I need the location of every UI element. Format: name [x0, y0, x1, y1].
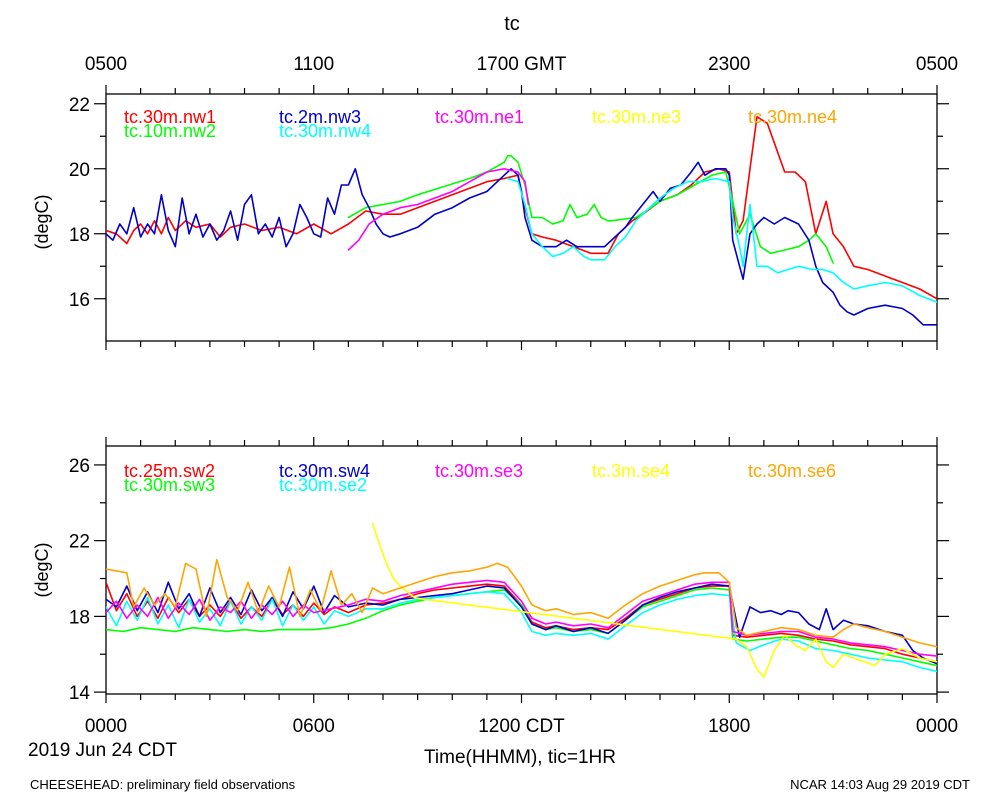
top-y-axis-label: (degC)	[32, 194, 52, 249]
y-tick-label: 14	[69, 683, 91, 704]
footer-left: CHEESEHEAD: preliminary field observatio…	[30, 777, 296, 792]
y-tick-label: 22	[69, 532, 90, 553]
y-tick-label: 18	[69, 607, 90, 628]
x-tick-label: 0600	[293, 716, 335, 737]
top-panel: 16 18 20 22 0500 1100 1700 GMT 2300 0500 tc.30m.n…	[69, 54, 958, 350]
legend-entry: tc.30m.ne3	[592, 107, 681, 127]
series-line-tc-30m-ne1	[347, 168, 530, 251]
y-tick-label: 18	[69, 225, 90, 246]
legend-entry: tc.30m.ne4	[748, 107, 837, 127]
chart-title: tc	[504, 13, 520, 35]
legend-entry: tc.30m.se3	[435, 461, 523, 481]
legend-entry: tc.10m.nw2	[124, 121, 216, 141]
y-tick-label: 20	[69, 160, 90, 181]
bottom-panel: 14 18 22 26 0000 0600 1200 CDT 1800 0000 tc.25m.s…	[69, 437, 958, 737]
legend-entry: tc.30m.ne1	[435, 107, 524, 127]
bottom-y-axis-label: (degC)	[32, 542, 52, 597]
series-line-tc-25m-sw2	[106, 581, 937, 663]
series-line-tc-30m-sw4	[106, 581, 937, 665]
x-tick-label: 0500	[916, 54, 958, 75]
y-tick-label: 16	[69, 290, 90, 311]
legend-entry: tc.30m.sw4	[279, 461, 370, 481]
date-label: 2019 Jun 24 CDT	[28, 740, 177, 761]
legend-entry: tc.2m.nw3	[279, 107, 361, 127]
legend-entry: tc.3m.se4	[592, 461, 670, 481]
y-tick-label: 26	[69, 456, 90, 477]
legend-entry: tc.30m.se2	[279, 475, 367, 495]
legend-entry: tc.30m.nw4	[279, 121, 371, 141]
series-line-tc-2m-nw3	[106, 161, 937, 326]
legend-entry: tc.30m.se6	[748, 461, 836, 481]
y-tick-label: 22	[69, 95, 90, 116]
x-tick-label: 1100	[293, 54, 334, 75]
series-line-tc-30m-nw1	[106, 115, 937, 300]
plot-frame	[105, 445, 938, 695]
x-tick-label: 0000	[85, 716, 127, 737]
legend-entry: tc.30m.sw3	[124, 475, 215, 495]
x-tick-label: 1800	[708, 716, 750, 737]
x-tick-label: 1200 CDT	[478, 716, 565, 737]
series-line-tc-30m-sw3	[106, 587, 937, 667]
series-line-tc-30m-nw4	[506, 177, 937, 303]
x-tick-label: 0000	[916, 716, 958, 737]
x-tick-label: 1700 GMT	[477, 54, 567, 75]
x-tick-label: 2300	[708, 54, 750, 75]
x-axis-label: Time(HHMM), tic=1HR	[424, 747, 616, 768]
legend-entry: tc.30m.nw1	[124, 107, 216, 127]
series-line-tc-30m-se3	[106, 579, 937, 657]
footer-right: NCAR 14:03 Aug 29 2019 CDT	[790, 777, 970, 792]
legend-entry: tc.25m.sw2	[124, 461, 215, 481]
series-line-tc-30m-se6	[106, 558, 937, 648]
x-tick-label: 0500	[85, 54, 127, 75]
